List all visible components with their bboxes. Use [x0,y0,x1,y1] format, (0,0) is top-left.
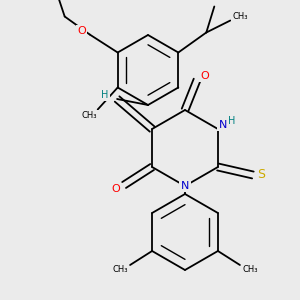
Text: O: O [77,26,86,37]
Text: CH₃: CH₃ [242,265,258,274]
Text: CH₃: CH₃ [232,12,248,21]
Text: CH₃: CH₃ [112,265,128,274]
Text: H: H [101,90,109,100]
Text: S: S [257,169,265,182]
Text: CH₃: CH₃ [82,111,98,120]
Text: O: O [201,71,209,81]
Text: H: H [228,116,236,126]
Text: N: N [219,120,227,130]
Text: CH₃: CH₃ [208,0,224,1]
Text: N: N [181,181,189,191]
Text: O: O [112,184,121,194]
